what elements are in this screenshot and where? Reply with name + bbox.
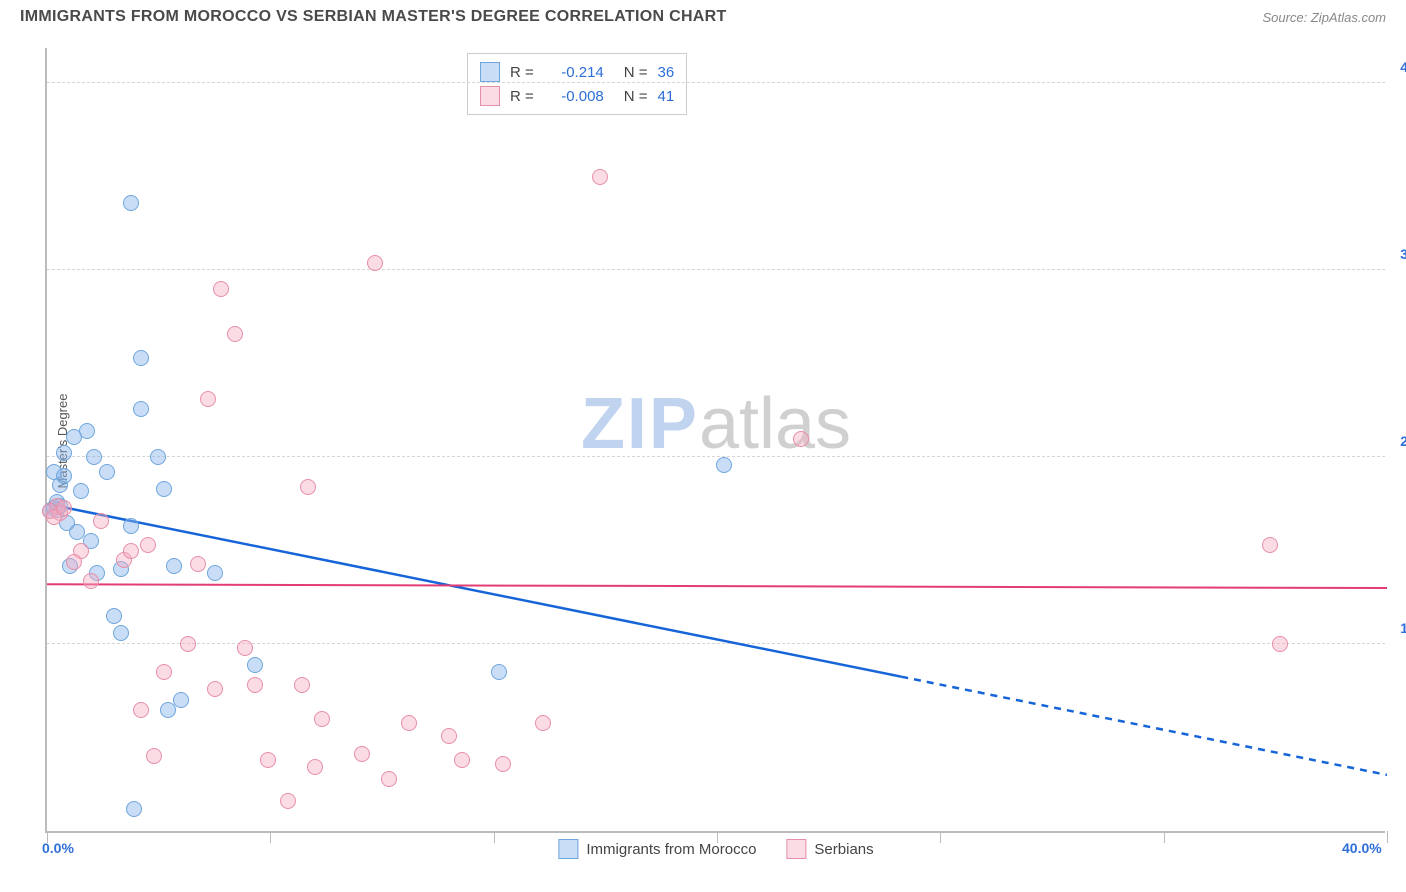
x-tick <box>494 831 495 843</box>
scatter-point <box>367 255 383 271</box>
scatter-point <box>140 537 156 553</box>
scatter-point <box>73 483 89 499</box>
x-tick-label: 0.0% <box>42 840 74 856</box>
plot-area: ZIPatlas R =-0.214N =36R =-0.008N =41 Im… <box>45 48 1385 833</box>
y-tick-label: 10.0% <box>1400 620 1406 636</box>
legend-swatch <box>558 839 578 859</box>
scatter-point <box>133 401 149 417</box>
scatter-point <box>401 715 417 731</box>
chart-title: IMMIGRANTS FROM MOROCCO VS SERBIAN MASTE… <box>20 8 727 26</box>
scatter-point <box>260 752 276 768</box>
regression-line-solid <box>47 504 901 677</box>
y-tick-label: 30.0% <box>1400 246 1406 262</box>
scatter-point <box>491 664 507 680</box>
scatter-point <box>83 573 99 589</box>
scatter-point <box>133 702 149 718</box>
scatter-point <box>93 513 109 529</box>
y-tick-label: 40.0% <box>1400 59 1406 75</box>
scatter-point <box>716 457 732 473</box>
scatter-point <box>86 449 102 465</box>
scatter-point <box>146 748 162 764</box>
scatter-point <box>1272 636 1288 652</box>
scatter-point <box>294 677 310 693</box>
scatter-point <box>213 281 229 297</box>
x-tick <box>940 831 941 843</box>
scatter-point <box>123 518 139 534</box>
scatter-point <box>113 625 129 641</box>
legend-item: Serbians <box>786 839 873 859</box>
scatter-point <box>1262 537 1278 553</box>
scatter-point <box>126 801 142 817</box>
x-tick <box>270 831 271 843</box>
scatter-point <box>247 657 263 673</box>
series-legend: Immigrants from Morocco Serbians <box>558 839 873 859</box>
scatter-point <box>156 664 172 680</box>
x-tick <box>717 831 718 843</box>
scatter-point <box>99 464 115 480</box>
scatter-point <box>495 756 511 772</box>
scatter-point <box>441 728 457 744</box>
scatter-point <box>237 640 253 656</box>
scatter-point <box>535 715 551 731</box>
chart-header: IMMIGRANTS FROM MOROCCO VS SERBIAN MASTE… <box>0 0 1406 36</box>
scatter-point <box>150 449 166 465</box>
scatter-point <box>307 759 323 775</box>
legend-label: Serbians <box>814 841 873 858</box>
chart-source: Source: ZipAtlas.com <box>1262 10 1386 25</box>
regression-line-dashed <box>901 677 1387 775</box>
scatter-point <box>247 677 263 693</box>
scatter-point <box>106 608 122 624</box>
scatter-point <box>793 431 809 447</box>
scatter-point <box>592 169 608 185</box>
scatter-point <box>56 468 72 484</box>
scatter-point <box>166 558 182 574</box>
scatter-point <box>454 752 470 768</box>
scatter-point <box>190 556 206 572</box>
x-tick <box>1387 831 1388 843</box>
scatter-point <box>227 326 243 342</box>
scatter-point <box>123 543 139 559</box>
scatter-point <box>300 479 316 495</box>
scatter-point <box>56 500 72 516</box>
scatter-point <box>354 746 370 762</box>
chart-container: Master's Degree ZIPatlas R =-0.214N =36R… <box>45 48 1385 833</box>
scatter-point <box>123 195 139 211</box>
scatter-point <box>280 793 296 809</box>
scatter-point <box>173 692 189 708</box>
legend-label: Immigrants from Morocco <box>586 841 756 858</box>
x-tick <box>1164 831 1165 843</box>
scatter-point <box>200 391 216 407</box>
legend-swatch <box>786 839 806 859</box>
scatter-point <box>381 771 397 787</box>
scatter-point <box>207 681 223 697</box>
scatter-point <box>56 445 72 461</box>
y-tick-label: 20.0% <box>1400 433 1406 449</box>
scatter-point <box>66 429 82 445</box>
scatter-point <box>66 554 82 570</box>
legend-item: Immigrants from Morocco <box>558 839 756 859</box>
regression-lines <box>47 46 1387 831</box>
regression-line-solid <box>47 584 1387 588</box>
scatter-point <box>156 481 172 497</box>
scatter-point <box>207 565 223 581</box>
scatter-point <box>180 636 196 652</box>
scatter-point <box>314 711 330 727</box>
scatter-point <box>133 350 149 366</box>
x-tick-label: 40.0% <box>1342 840 1382 856</box>
